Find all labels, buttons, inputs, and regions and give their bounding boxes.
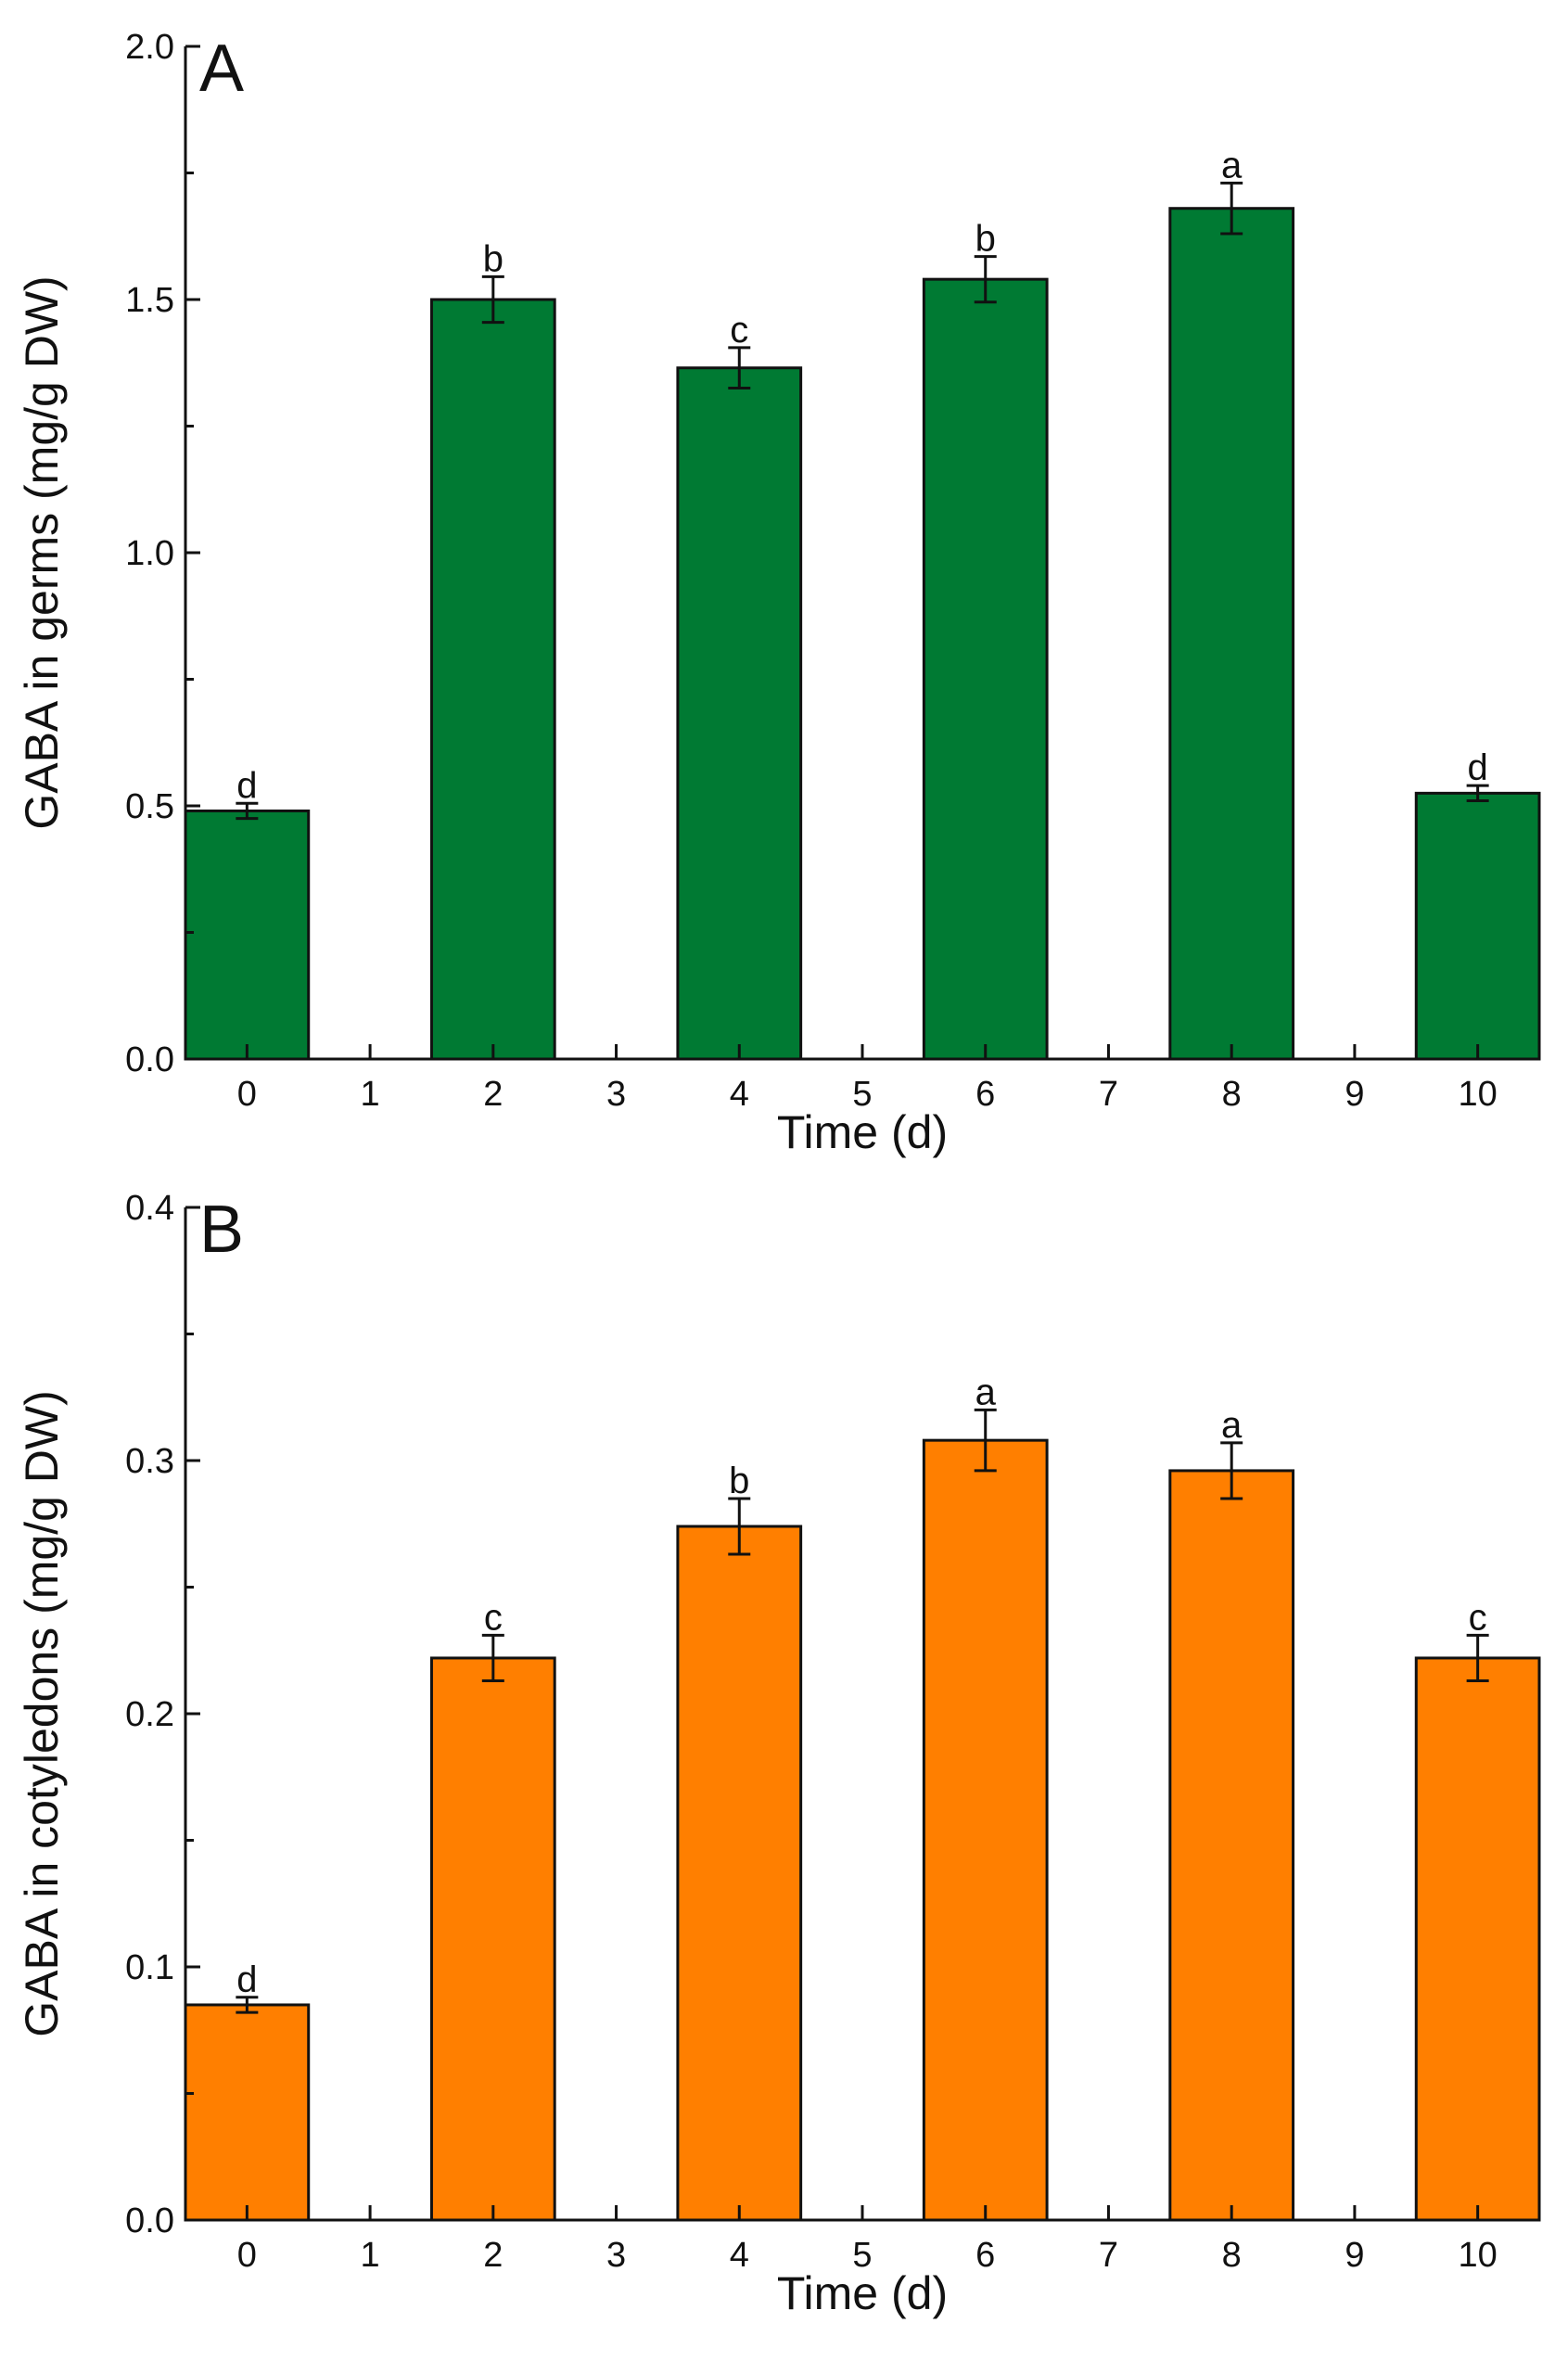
significance-label-day-8: a [1221,1405,1243,1446]
error-bar-day-10 [1466,784,1489,803]
panel-a: d b c b a d 0.0 0.5 1.0 1.5 2.0 0 1 2 3 4 5 6 7 8 9 10 Time (d… [16,28,1541,1158]
x-tick-label: 4 [730,2236,749,2275]
y-tick-label: 0.4 [125,1189,174,1228]
significance-label-day-8: a [1221,145,1243,185]
bar-day-2 [429,1656,556,2222]
error-bar-day-8 [1220,1441,1243,1500]
panel-label: B [199,1193,244,1267]
x-tick-label: 5 [852,1075,872,1114]
x-tick-label: 3 [606,2236,626,2275]
x-tick-label: 9 [1345,1075,1364,1114]
x-tick-label: 2 [483,2236,503,2275]
x-tick-label: 7 [1099,2236,1118,2275]
error-bar-day-4 [728,346,751,390]
significance-label-day-10: c [1469,1597,1487,1638]
bar-day-0 [184,809,311,1061]
significance-label-day-10: d [1468,747,1488,788]
x-tick-label: 10 [1458,2236,1497,2275]
x-tick-label: 6 [975,2236,995,2275]
x-tick-label: 8 [1222,1075,1242,1114]
error-bar-day-6 [974,255,997,304]
x-tick-label: 10 [1458,1075,1497,1114]
significance-label-day-0: d [236,1959,257,2000]
bar-day-10 [1414,791,1541,1061]
significance-label-day-4: b [729,1461,749,1501]
error-bar-day-0 [236,1996,259,2014]
error-bar-day-0 [236,801,259,821]
panel-b: d c b a a c 0.0 0.1 0.2 0.3 0.4 0 1 2 3 4 5 6 7 8 9 10 Time (d… [16,1189,1541,2319]
y-tick-label: 0.0 [125,1040,174,1079]
y-tick-label: 0.2 [125,1695,174,1734]
x-tick-label: 3 [606,1075,626,1114]
significance-label-day-6: a [975,1372,997,1412]
significance-label-day-2: c [484,1597,503,1638]
bar-day-4 [676,366,803,1061]
y-tick-label: 1.5 [125,281,174,320]
bar-day-8 [1168,1469,1295,2222]
x-tick-label: 0 [237,1075,257,1114]
x-tick-label: 1 [361,2236,380,2275]
x-tick-label: 7 [1099,1075,1118,1114]
x-axis-title: Time (d) [777,1106,948,1158]
y-tick-label: 0.1 [125,1948,174,1987]
error-bar-day-6 [974,1408,997,1473]
error-bar-day-4 [728,1497,751,1556]
x-tick-label: 0 [237,2236,257,2275]
x-axis-title: Time (d) [777,2267,948,2319]
significance-label-day-4: c [730,310,748,351]
error-bar-day-10 [1466,1633,1489,1683]
y-tick-label: 0.5 [125,787,174,826]
bar-day-2 [429,298,556,1061]
error-bar-day-2 [481,274,504,325]
y-tick-label: 2.0 [125,28,174,67]
bar-day-6 [922,277,1049,1061]
y-axis-title: GABA in germs (mg/g DW) [16,275,68,829]
significance-label-day-2: b [483,238,504,279]
bar-day-0 [184,2003,311,2222]
bar-day-4 [676,1525,803,2222]
x-tick-label: 2 [483,1075,503,1114]
y-tick-label: 0.0 [125,2201,174,2240]
y-tick-label: 1.0 [125,534,174,573]
x-tick-label: 9 [1345,2236,1364,2275]
error-bar-day-2 [481,1633,504,1683]
y-tick-label: 0.3 [125,1442,174,1481]
y-axis-title: GABA in cotyledons (mg/g DW) [16,1390,68,2036]
significance-label-day-0: d [236,765,257,806]
panel-label: A [199,32,244,106]
bar-day-10 [1414,1656,1541,2222]
x-tick-label: 6 [975,1075,995,1114]
significance-label-day-6: b [975,219,996,260]
error-bar-day-8 [1220,181,1243,236]
x-tick-label: 1 [361,1075,380,1114]
x-tick-label: 4 [730,1075,749,1114]
x-tick-label: 8 [1222,2236,1242,2275]
x-tick-label: 5 [852,2236,872,2275]
bar-day-8 [1168,207,1295,1061]
bar-day-6 [922,1438,1049,2222]
